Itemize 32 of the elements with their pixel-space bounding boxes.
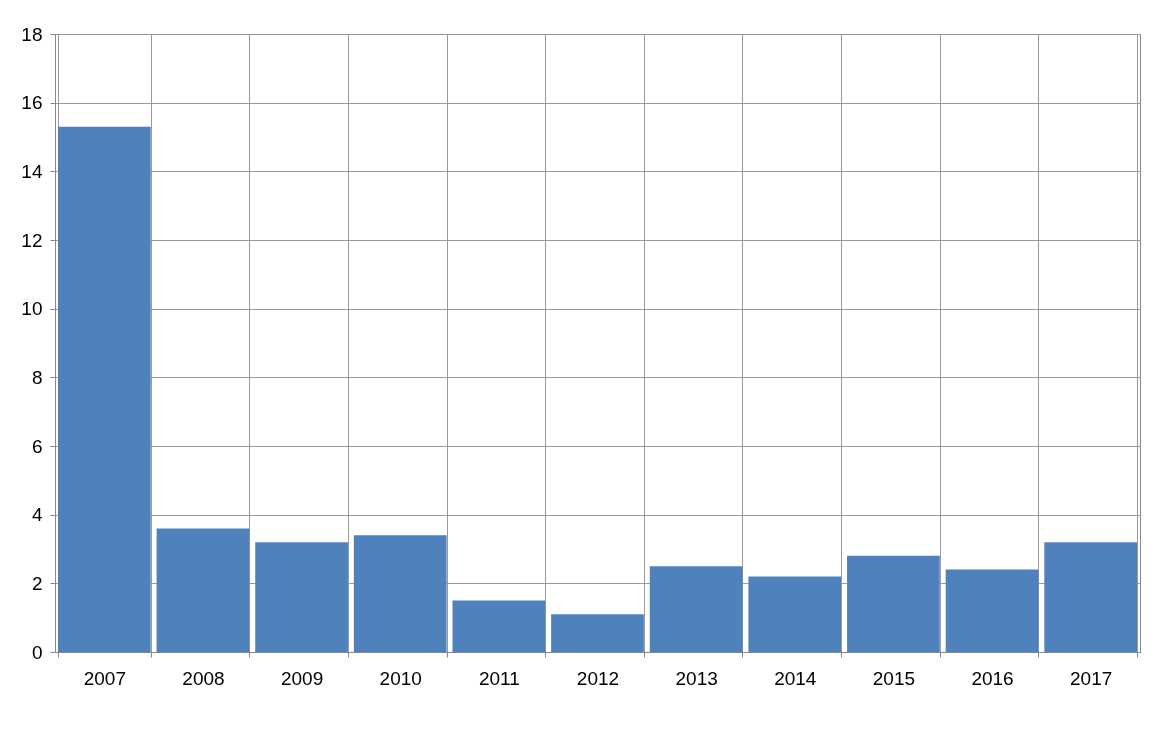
bar xyxy=(353,535,447,652)
bar xyxy=(255,542,348,652)
x-tick-label: 2009 xyxy=(280,667,324,689)
x-tick-label: 2014 xyxy=(774,667,817,689)
bar xyxy=(748,576,842,652)
x-tick-label: 2012 xyxy=(576,667,620,689)
y-tick-label: 8 xyxy=(31,366,43,388)
bar xyxy=(57,126,151,652)
bar xyxy=(945,569,1039,652)
y-tick-label: 18 xyxy=(21,23,43,45)
y-tick-label: 14 xyxy=(21,160,43,182)
y-tick-label: 6 xyxy=(31,435,43,457)
x-tick-label: 2011 xyxy=(478,667,520,689)
bar xyxy=(649,566,743,652)
x-tick-label: 2013 xyxy=(675,667,718,689)
x-tick-label: 2007 xyxy=(83,667,126,689)
bar xyxy=(452,600,546,652)
x-tick-label: 2008 xyxy=(182,667,225,689)
x-tick-label: 2010 xyxy=(379,667,422,689)
y-tick-label: 0 xyxy=(31,641,43,663)
bar xyxy=(847,555,940,652)
x-tick-label: 2016 xyxy=(971,667,1014,689)
bar xyxy=(1044,542,1138,652)
y-tick-label: 12 xyxy=(21,229,43,251)
y-tick-label: 2 xyxy=(31,572,43,594)
bar xyxy=(156,528,250,652)
y-tick-label: 16 xyxy=(21,92,43,114)
y-tick-label: 10 xyxy=(21,298,43,320)
y-tick-label: 4 xyxy=(31,504,43,526)
x-tick-label: 2017 xyxy=(1070,667,1113,689)
x-tick-label: 2015 xyxy=(872,667,916,689)
bar xyxy=(551,614,644,652)
